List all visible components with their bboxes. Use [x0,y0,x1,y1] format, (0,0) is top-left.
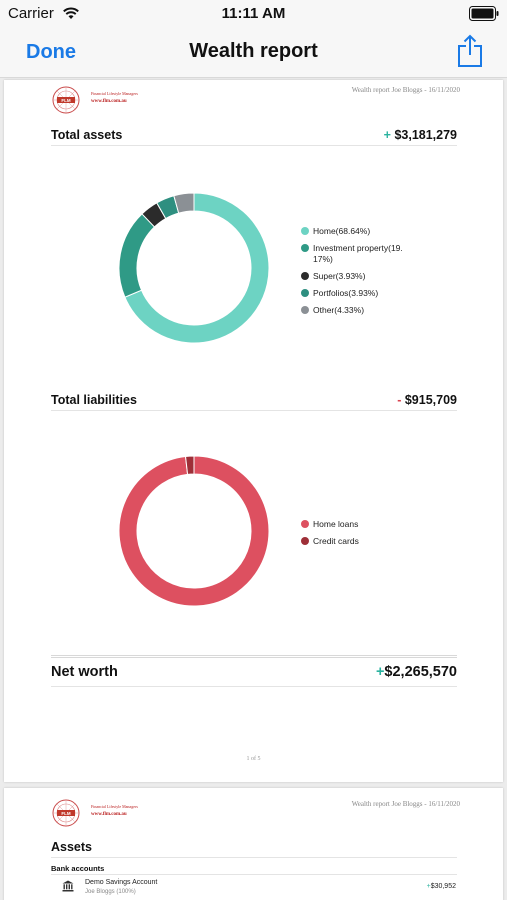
assets-legend-item: Investment property(19. 17%) [301,243,409,265]
account-owner: Joe Bloggs (100%) [85,889,136,895]
liabilities-slice-credit-cards [184,456,195,475]
legend-label: Portfolios(3.93%) [313,288,379,298]
logo-url: www.flm.com.au [91,812,127,817]
total-liabilities-amount: $915,709 [404,393,457,407]
report-header: Wealth report Joe Bloggs - 16/11/2020 [351,800,460,808]
total-liabilities-row: Total liabilities - $915,709 [51,392,457,411]
legend-swatch [301,537,309,545]
legend-label: Home(68.64%) [313,226,371,236]
total-assets-sign: + [383,128,391,142]
legend-label: Investment property(19. 17%) [313,243,403,264]
liabilities-slice-home-loans [119,456,269,606]
legend-label: Credit cards [313,536,359,546]
legend-swatch [301,289,309,297]
report-page-1[interactable]: FLM Financial Lifestyle Managers www.flm… [4,80,503,782]
done-button[interactable]: Done [26,41,76,63]
total-assets-label: Total assets [51,128,123,142]
total-liabilities-label: Total liabilities [51,393,137,407]
account-value-sign: + [426,883,431,890]
liabilities-legend-item: Home loans [301,519,409,530]
legend-label: Other(4.33%) [313,305,365,315]
net-worth-value: +$2,265,570 [376,664,457,680]
liabilities-donut-chart [119,456,269,606]
logo-url: www.flm.com.au [91,99,127,104]
total-assets-row: Total assets + $3,181,279 [51,127,457,146]
net-worth-row: Net worth +$2,265,570 [51,655,457,687]
total-assets-value: + $3,181,279 [384,128,457,142]
liabilities-legend-item: Credit cards [301,536,409,547]
legend-label: Home loans [313,519,359,529]
divider [51,874,457,875]
page-title: Wealth report [189,40,318,62]
page-number: 1 of 5 [246,756,261,762]
assets-legend-item: Super(3.93%) [301,271,409,282]
legend-swatch [301,520,309,528]
assets-slice-home [124,193,269,343]
company-logo: FLM Financial Lifestyle Managers www.flm… [51,798,141,828]
carrier-label: Carrier [8,5,54,22]
status-time: 11:11 AM [221,5,286,22]
liabilities-legend: Home loans Credit cards [301,519,409,553]
assets-donut-chart [119,193,269,343]
net-worth-sign: + [375,664,385,680]
account-value-amount: $30,952 [430,883,456,890]
assets-legend-item: Home(68.64%) [301,226,409,237]
battery-icon [469,6,499,21]
logo-mark-icon: FLM [52,799,80,827]
assets-slice-investment-property [119,213,156,298]
svg-text:FLM: FLM [61,811,70,816]
assets-legend: Home(68.64%) Investment property(19. 17%)… [301,226,409,322]
status-bar: Carrier 11:11 AM [0,0,507,28]
navigation-bar: Done Wealth report [0,28,507,78]
bank-icon [62,880,74,892]
assets-section-title: Assets [51,840,92,854]
company-logo: FLM Financial Lifestyle Managers www.flm… [51,85,141,115]
logo-tagline: Financial Lifestyle Managers [91,804,138,809]
legend-swatch [301,244,309,252]
logo-mark-icon: FLM [52,86,80,114]
account-name: Demo Savings Account [85,879,158,886]
legend-swatch [301,306,309,314]
legend-swatch [301,272,309,280]
bank-accounts-heading: Bank accounts [51,864,105,873]
legend-label: Super(3.93%) [313,271,366,281]
assets-slice-other [173,193,195,214]
report-page-2[interactable]: FLM Financial Lifestyle Managers www.flm… [4,788,503,900]
assets-legend-item: Portfolios(3.93%) [301,288,409,299]
report-header: Wealth report Joe Bloggs - 16/11/2020 [351,86,460,94]
svg-text:FLM: FLM [61,98,70,103]
net-worth-amount: $2,265,570 [384,664,457,680]
legend-swatch [301,227,309,235]
assets-legend-item: Other(4.33%) [301,305,409,316]
account-value: +$30,952 [427,883,456,890]
logo-tagline: Financial Lifestyle Managers [91,91,138,96]
net-worth-label: Net worth [51,664,118,680]
share-icon[interactable] [457,34,483,68]
divider [51,857,457,858]
total-liabilities-sign: - [397,393,402,407]
wifi-icon [63,7,79,19]
total-assets-amount: $3,181,279 [394,128,457,142]
total-liabilities-value: - $915,709 [397,393,457,407]
